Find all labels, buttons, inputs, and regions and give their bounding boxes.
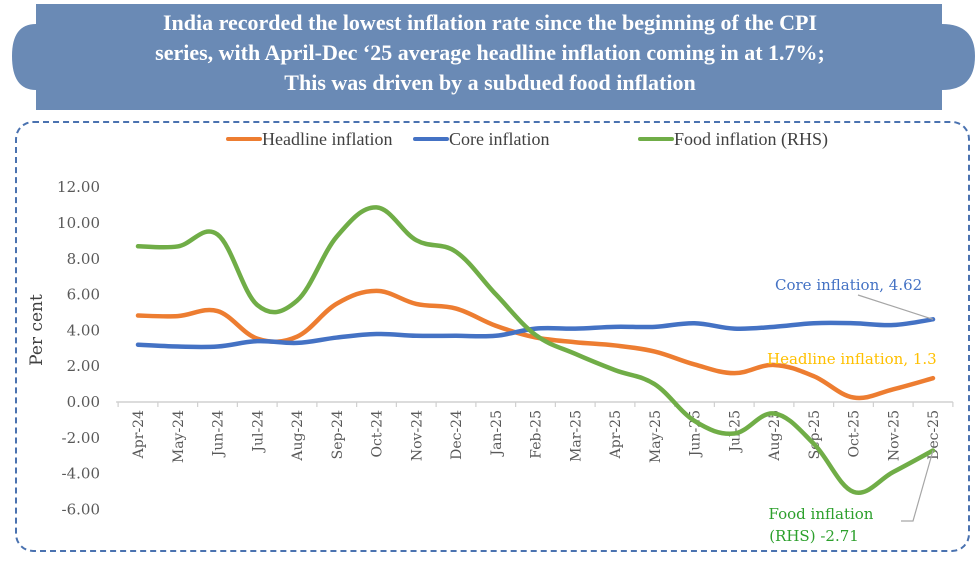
chart-frame <box>15 121 970 552</box>
x-tick-label: Dec-24 <box>449 410 465 460</box>
x-tick-label: Jul-24 <box>250 410 266 454</box>
annotations: Core inflation, 4.62 Headline inflation, … <box>767 276 937 545</box>
y-axis: 12.00 10.00 8.00 6.00 4.00 2.00 0.00 -2.00 -4.00… <box>57 178 100 518</box>
banner-title: India recorded the lowest inflation rate… <box>40 8 940 98</box>
y-tick-label: 2.00 <box>67 357 100 375</box>
banner-line-1: India recorded the lowest inflation rate… <box>162 10 818 35</box>
headline-inflation-annotation: Headline inflation, 1.3 <box>767 350 937 368</box>
x-tick-label: Apr-24 <box>131 410 147 459</box>
food-inflation-annotation-line-1: Food inflation <box>769 505 874 523</box>
x-axis: Apr-24 May-24 Jun-24 Jul-24 Aug-24 Sep-24 Oct-… <box>116 401 954 463</box>
legend-label-core-inflation: Core inflation <box>449 129 549 149</box>
series-group <box>135 205 936 495</box>
title-banner: India recorded the lowest inflation rate… <box>0 0 980 115</box>
x-tick-label: Dec-25 <box>926 410 942 460</box>
y-tick-label: 4.00 <box>67 321 100 339</box>
y-axis-title: Per cent <box>27 294 47 366</box>
y-tick-label: 6.00 <box>67 286 100 304</box>
banner-line-2: series, with April-Dec ‘25 average headl… <box>155 40 825 65</box>
y-tick-label: -2.00 <box>62 429 100 447</box>
x-tick-label: Feb-25 <box>529 410 545 459</box>
food-leader-line <box>901 450 934 522</box>
y-tick-label: 10.00 <box>57 214 100 232</box>
series-line-food-inflation-rhs <box>135 205 936 495</box>
x-tick-label: Aug-24 <box>290 410 306 462</box>
y-tick-label: 8.00 <box>67 250 100 268</box>
x-tick-label: Jan-25 <box>489 410 505 458</box>
x-tick-label: Oct-25 <box>847 410 863 458</box>
y-tick-label: 12.00 <box>57 178 100 196</box>
food-inflation-annotation-line-2: (RHS) -2.71 <box>769 527 859 545</box>
banner-background <box>12 4 975 110</box>
y-tick-label: -4.00 <box>62 465 100 483</box>
x-tick-label: Sep-24 <box>330 410 346 459</box>
legend: Headline inflation Core inflation Food inf… <box>226 129 828 150</box>
x-tick-label: Nov-25 <box>886 410 902 461</box>
x-tick-label: Oct-24 <box>370 410 386 458</box>
core-inflation-annotation: Core inflation, 4.62 <box>775 276 922 294</box>
y-tick-label: 0.00 <box>67 393 100 411</box>
banner-line-3: This was driven by a subdued food inflat… <box>284 70 696 95</box>
x-tick-label: Aug-25 <box>767 410 783 462</box>
x-tick-label: Apr-25 <box>608 410 624 459</box>
x-tick-label: May-25 <box>648 410 664 463</box>
y-tick-label: -6.00 <box>62 500 100 518</box>
banner-shape <box>12 4 975 110</box>
x-tick-label: Mar-25 <box>568 410 584 462</box>
x-tick-label: May-24 <box>171 410 187 463</box>
core-leader-line <box>857 294 934 320</box>
legend-label-food-inflation-rhs: Food inflation (RHS) <box>674 129 828 150</box>
x-tick-label: Jun-24 <box>211 410 227 458</box>
x-tick-label: Nov-24 <box>409 410 425 461</box>
series-line-core-inflation <box>135 317 936 350</box>
legend-label-headline-inflation: Headline inflation <box>262 129 392 149</box>
